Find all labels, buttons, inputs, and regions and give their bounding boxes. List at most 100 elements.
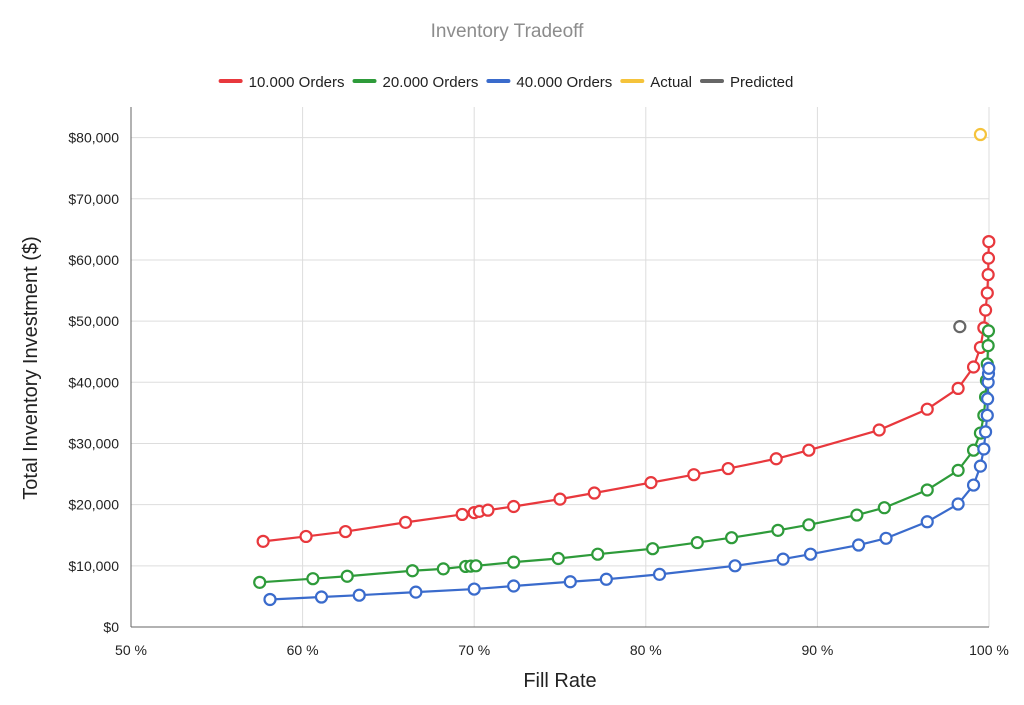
- y-tick-label: $60,000: [68, 252, 119, 268]
- data-point-10-000-orders[interactable]: [299, 529, 313, 544]
- data-point-10-000-orders[interactable]: [966, 360, 981, 374]
- data-point-40-000-orders[interactable]: [951, 497, 965, 511]
- legend-label: 20.000 Orders: [383, 74, 479, 91]
- y-axis-title: Total Inventory Investment ($): [20, 236, 42, 499]
- data-point-20-000-orders[interactable]: [340, 569, 354, 583]
- data-point-10-000-orders[interactable]: [981, 268, 995, 282]
- data-point-20-000-orders[interactable]: [591, 547, 605, 561]
- data-point-40-000-orders[interactable]: [652, 567, 667, 581]
- series-predicted: [953, 320, 967, 334]
- data-point-10-000-orders[interactable]: [644, 476, 658, 490]
- data-point-20-000-orders[interactable]: [306, 572, 320, 586]
- data-point-20-000-orders[interactable]: [771, 523, 785, 537]
- data-point-10-000-orders[interactable]: [982, 234, 996, 249]
- data-point-40-000-orders[interactable]: [851, 538, 866, 552]
- data-point-10-000-orders[interactable]: [553, 492, 567, 506]
- data-point-40-000-orders[interactable]: [352, 588, 366, 602]
- x-tick-label: 90 %: [801, 642, 833, 658]
- data-point-40-000-orders[interactable]: [599, 572, 613, 586]
- data-point-40-000-orders[interactable]: [977, 442, 991, 456]
- data-point-40-000-orders[interactable]: [776, 552, 790, 566]
- data-point-10-000-orders[interactable]: [802, 443, 816, 457]
- data-point-20-000-orders[interactable]: [951, 463, 965, 477]
- data-point-10-000-orders[interactable]: [687, 468, 701, 482]
- series-10-000-orders: [256, 234, 996, 548]
- data-point-40-000-orders[interactable]: [981, 392, 995, 406]
- legend-item-actual[interactable]: Actual: [620, 74, 692, 91]
- data-point-20-000-orders[interactable]: [920, 483, 934, 497]
- y-tick-label: $20,000: [68, 497, 119, 513]
- data-point-20-000-orders[interactable]: [436, 562, 450, 576]
- y-tick-label: $40,000: [68, 374, 119, 390]
- series-actual: [973, 127, 988, 142]
- data-point-20-000-orders[interactable]: [877, 501, 891, 515]
- data-point-10-000-orders[interactable]: [455, 507, 469, 522]
- data-point-40-000-orders[interactable]: [263, 592, 277, 607]
- data-point-40-000-orders[interactable]: [507, 579, 521, 593]
- data-point-20-000-orders[interactable]: [405, 564, 420, 578]
- data-point-10-000-orders[interactable]: [920, 402, 934, 416]
- data-point-10-000-orders[interactable]: [481, 503, 495, 517]
- data-point-predicted[interactable]: [953, 320, 967, 334]
- axes-layer: $0 $10,000 $20,000 $30,000 $40,000 $50,000 $60…: [68, 107, 1009, 658]
- x-tick-label: 100 %: [969, 642, 1009, 658]
- x-axis-title: Fill Rate: [523, 670, 596, 692]
- data-point-40-000-orders[interactable]: [879, 531, 893, 545]
- data-point-40-000-orders[interactable]: [978, 425, 993, 439]
- data-point-20-000-orders[interactable]: [253, 575, 267, 589]
- data-point-10-000-orders[interactable]: [256, 534, 270, 548]
- data-point-10-000-orders[interactable]: [769, 452, 783, 466]
- data-point-20-000-orders[interactable]: [850, 508, 864, 522]
- data-point-20-000-orders[interactable]: [802, 518, 816, 532]
- data-point-40-000-orders[interactable]: [803, 547, 818, 561]
- data-point-10-000-orders[interactable]: [951, 381, 965, 396]
- data-point-20-000-orders[interactable]: [646, 542, 660, 556]
- x-tick-label: 70 %: [458, 642, 490, 658]
- y-tick-label: $50,000: [68, 313, 119, 329]
- data-point-10-000-orders[interactable]: [338, 524, 353, 539]
- data-point-20-000-orders[interactable]: [724, 531, 739, 545]
- data-point-40-000-orders[interactable]: [920, 515, 934, 529]
- data-point-40-000-orders[interactable]: [314, 590, 329, 604]
- x-tick-label: 50 %: [115, 642, 147, 658]
- legend-item-40-000-orders[interactable]: 40.000 Orders: [486, 74, 612, 91]
- data-point-20-000-orders[interactable]: [981, 324, 996, 338]
- data-point-10-000-orders[interactable]: [507, 499, 521, 514]
- data-point-40-000-orders[interactable]: [980, 408, 994, 422]
- data-point-10-000-orders[interactable]: [980, 286, 994, 300]
- data-point-10-000-orders[interactable]: [398, 515, 413, 529]
- data-point-40-000-orders[interactable]: [966, 478, 981, 492]
- legend-item-10-000-orders[interactable]: 10.000 Orders: [218, 74, 345, 91]
- data-point-actual[interactable]: [973, 127, 988, 142]
- legend[interactable]: 10.000 Orders 20.000 Orders 40.000 Orders A…: [218, 74, 794, 91]
- y-tick-label: $0: [103, 619, 119, 635]
- data-point-10-000-orders[interactable]: [978, 303, 993, 317]
- data-point-20-000-orders[interactable]: [690, 535, 704, 550]
- chart-title: Inventory Tradeoff: [431, 21, 585, 42]
- data-point-20-000-orders[interactable]: [469, 559, 483, 573]
- legend-label: Predicted: [730, 74, 793, 91]
- legend-item-predicted[interactable]: Predicted: [700, 74, 793, 91]
- data-point-10-000-orders[interactable]: [587, 486, 601, 500]
- x-tick-label: 80 %: [630, 642, 662, 658]
- series-layer: [253, 127, 996, 607]
- x-tick-label: 60 %: [287, 642, 319, 658]
- data-point-40-000-orders[interactable]: [728, 559, 742, 573]
- legend-item-20-000-orders[interactable]: 20.000 Orders: [352, 74, 479, 91]
- data-point-20-000-orders[interactable]: [981, 338, 995, 353]
- legend-label: 40.000 Orders: [516, 74, 612, 91]
- data-point-10-000-orders[interactable]: [872, 423, 886, 437]
- legend-label: 10.000 Orders: [249, 74, 345, 91]
- data-point-40-000-orders[interactable]: [982, 361, 996, 375]
- data-point-40-000-orders[interactable]: [973, 459, 988, 473]
- data-point-20-000-orders[interactable]: [507, 555, 521, 569]
- data-point-40-000-orders[interactable]: [563, 575, 577, 589]
- y-tick-label: $80,000: [68, 130, 119, 146]
- y-tick-label: $10,000: [68, 558, 119, 574]
- data-point-20-000-orders[interactable]: [551, 551, 565, 566]
- data-point-10-000-orders[interactable]: [721, 461, 735, 476]
- data-point-40-000-orders[interactable]: [409, 585, 423, 599]
- data-point-40-000-orders[interactable]: [467, 582, 481, 596]
- data-point-10-000-orders[interactable]: [981, 251, 996, 265]
- legend-label: Actual: [650, 74, 692, 91]
